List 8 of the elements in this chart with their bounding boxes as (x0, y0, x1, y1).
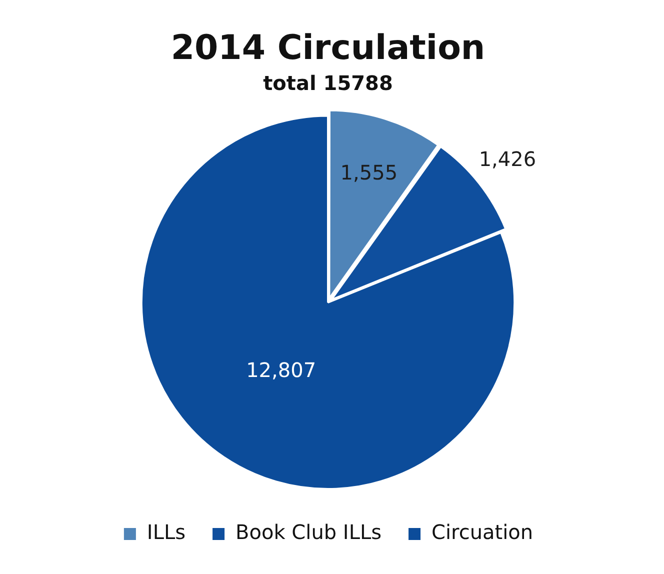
data-label: 1,555 (340, 160, 398, 185)
legend-label: Book Club ILLs (236, 520, 382, 544)
chart-subtitle: total 15788 (263, 71, 393, 96)
data-label: 1,426 (478, 146, 536, 171)
legend-label: Circuation (432, 520, 534, 544)
legend-label: ILLs (146, 520, 186, 544)
data-label: 12,807 (246, 358, 316, 382)
chart-title: 2014 Circulation (170, 28, 486, 68)
